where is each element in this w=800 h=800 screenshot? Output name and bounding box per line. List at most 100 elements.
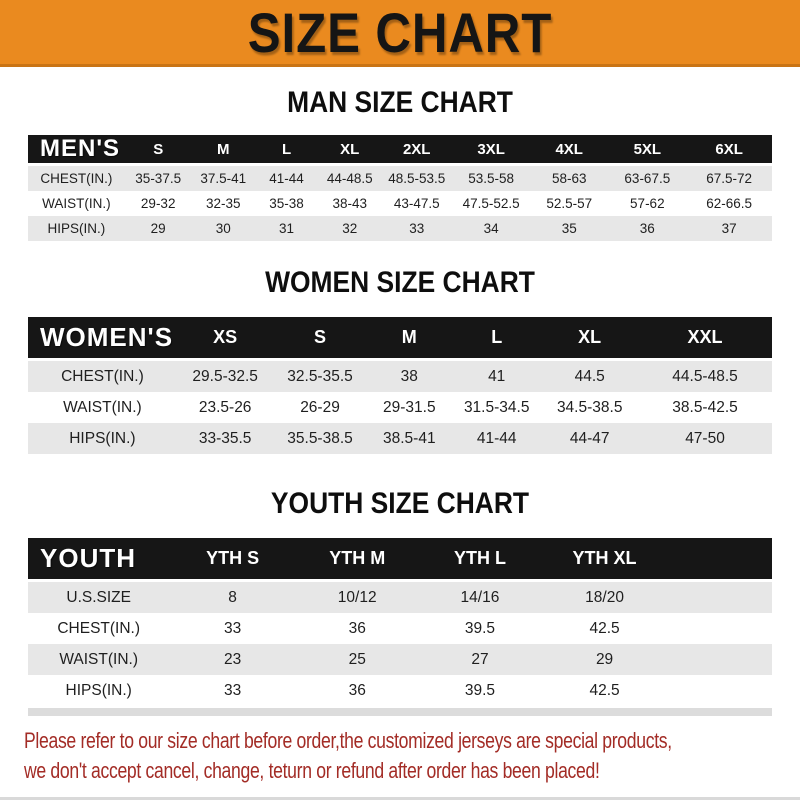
table-title-cell: MEN'S: [28, 135, 125, 166]
row-label: CHEST(IN.): [40, 171, 113, 186]
table-cell: 41: [488, 367, 506, 385]
column-header: 5XL: [608, 135, 687, 166]
table-cell: 31.5-34.5: [463, 398, 530, 416]
footnote-line: we don't accept cancel, change, teturn o…: [24, 758, 600, 783]
column-header: XS: [176, 317, 274, 361]
table-cell: 36: [348, 681, 366, 699]
table-cell: 34.5-38.5: [556, 398, 623, 416]
table-cell: 10/12: [337, 588, 377, 606]
footnote-line: Please refer to our size chart before or…: [24, 728, 672, 753]
women-section-heading: WOMEN SIZE CHART: [265, 266, 535, 299]
man-table-wrapper: MEN'S S M L XL 2XL 3XL 4XL 5XL 6XL CHEST(IN.) 35-3…: [0, 135, 800, 241]
women-table-header: WOMEN'S XS S M L XL XXL: [28, 317, 772, 361]
table-cell: 23.5-26: [198, 398, 252, 416]
column-header: M: [191, 135, 255, 166]
table-cell: 58-63: [551, 171, 587, 186]
women-size-table: WOMEN'S XS S M L XL XXL CHEST(IN.) 29.5-32.5 32.…: [28, 317, 772, 454]
table-row: CHEST(IN.) 33 36 39.5 42.5: [28, 613, 772, 644]
table-cell: 35.5-38.5: [287, 429, 353, 447]
table-cell: 37: [721, 221, 737, 236]
youth-size-table: YOUTH YTH S YTH M YTH L YTH XL U.S.SIZE 8 10/1…: [28, 538, 772, 706]
table-cell: 33-35.5: [198, 429, 252, 447]
table-cell: 35-37.5: [135, 171, 182, 186]
table-cell: 67.5-72: [706, 171, 753, 186]
women-table-body: CHEST(IN.) 29.5-32.5 32.5-35.5 38 41 44.5 44.5…: [28, 361, 772, 454]
table-row: HIPS(IN.) 33-35.5 35.5-38.5 38.5-41 41-44 44-…: [28, 423, 772, 454]
table-cell: 41-44: [269, 171, 304, 186]
banner: SIZE CHART: [0, 0, 800, 67]
table-cell: 33: [223, 619, 242, 637]
column-header: XL: [318, 135, 382, 166]
youth-table-body: U.S.SIZE 8 10/12 14/16 18/20 CHEST(IN.) 33 36 39…: [28, 582, 772, 706]
table-cell: 29-31.5: [383, 398, 436, 416]
table-title-cell: WOMEN'S: [28, 317, 177, 361]
table-cell-blank: [668, 675, 772, 706]
table-cell: 62-66.5: [706, 196, 753, 211]
men-table-header: MEN'S S M L XL 2XL 3XL 4XL 5XL 6XL: [28, 135, 772, 166]
table-cell: 29-32: [140, 196, 176, 211]
header-row: YOUTH YTH S YTH M YTH L YTH XL: [28, 538, 772, 582]
table-cell: 42.5: [589, 619, 620, 637]
table-row: CHEST(IN.) 35-37.5 37.5-41 41-44 44-48.5 48.5…: [28, 166, 772, 191]
column-header: YTH S: [169, 538, 296, 582]
table-cell: 47-50: [685, 429, 725, 447]
women-table-wrapper: WOMEN'S XS S M L XL XXL CHEST(IN.) 29.5-32.5 32.…: [0, 317, 800, 454]
table-cell-blank: [668, 582, 772, 613]
row-label: WAIST(IN.): [63, 398, 142, 416]
table-row: WAIST(IN.) 29-32 32-35 35-38 38-43 43-47.5 47.…: [28, 191, 772, 216]
table-cell: 18/20: [585, 588, 624, 606]
table-cell: 36: [639, 221, 655, 236]
table-cell: 36: [348, 619, 366, 637]
table-cell: 39.5: [464, 619, 496, 637]
table-cell: 38.5-41: [383, 429, 436, 447]
header-row: WOMEN'S XS S M L XL XXL: [28, 317, 772, 361]
table-cell: 39.5: [464, 681, 496, 699]
table-cell: 26-29: [300, 398, 340, 416]
row-label: U.S.SIZE: [66, 588, 131, 606]
men-size-table: MEN'S S M L XL 2XL 3XL 4XL 5XL 6XL CHEST(IN.) 35-3…: [28, 135, 772, 241]
table-cell: 8: [228, 588, 237, 606]
table-row: CHEST(IN.) 29.5-32.5 32.5-35.5 38 41 44.5 44.5…: [28, 361, 772, 392]
table-cell: 44-48.5: [326, 171, 373, 186]
row-label: HIPS(IN.): [65, 681, 132, 699]
table-cell: 29: [150, 221, 166, 236]
table-cell: 52.5-57: [546, 196, 593, 211]
table-cell: 42.5: [589, 681, 620, 699]
banner-title: SIZE CHART: [247, 0, 553, 64]
table-cell-blank: [668, 644, 772, 675]
row-label: HIPS(IN.): [69, 429, 136, 447]
footnote: Please refer to our size chart before or…: [0, 716, 672, 786]
table-cell: 44.5-48.5: [672, 367, 738, 385]
header-row: MEN'S S M L XL 2XL 3XL 4XL 5XL 6XL: [28, 135, 772, 166]
column-header: 3XL: [452, 135, 531, 166]
table-cell: 35-38: [269, 196, 304, 211]
table-bottom-strip: [28, 708, 772, 716]
table-cell: 32-35: [206, 196, 241, 211]
table-cell: 38.5-42.5: [672, 398, 738, 416]
table-title-cell: YOUTH: [28, 538, 170, 582]
table-row: HIPS(IN.) 33 36 39.5 42.5: [28, 675, 772, 706]
row-label: CHEST(IN.): [61, 367, 144, 385]
column-header: 6XL: [686, 135, 772, 166]
table-row: WAIST(IN.) 23.5-26 26-29 29-31.5 31.5-34.5 34…: [28, 392, 772, 423]
table-cell: 32.5-35.5: [287, 367, 353, 385]
table-cell: 33: [409, 221, 425, 236]
column-header: YTH M: [295, 538, 419, 582]
table-cell: 29: [595, 650, 614, 668]
table-cell: 30: [215, 221, 231, 236]
table-cell: 53.5-58: [468, 171, 514, 186]
table-cell: 37.5-41: [200, 171, 247, 186]
table-row: HIPS(IN.) 29 30 31 32 33 34 35 36 37: [28, 216, 772, 241]
column-header-blank: [667, 538, 772, 582]
column-header: YTH XL: [541, 538, 668, 582]
table-cell: 32: [342, 221, 358, 236]
column-header: 2XL: [381, 135, 453, 166]
table-cell: 31: [279, 221, 295, 236]
table-cell: 47.5-52.5: [462, 196, 520, 211]
column-header: S: [124, 135, 192, 166]
column-header: XL: [541, 317, 639, 361]
table-cell: 43-47.5: [393, 196, 440, 211]
table-cell-blank: [668, 613, 772, 644]
row-label: HIPS(IN.): [47, 221, 106, 236]
